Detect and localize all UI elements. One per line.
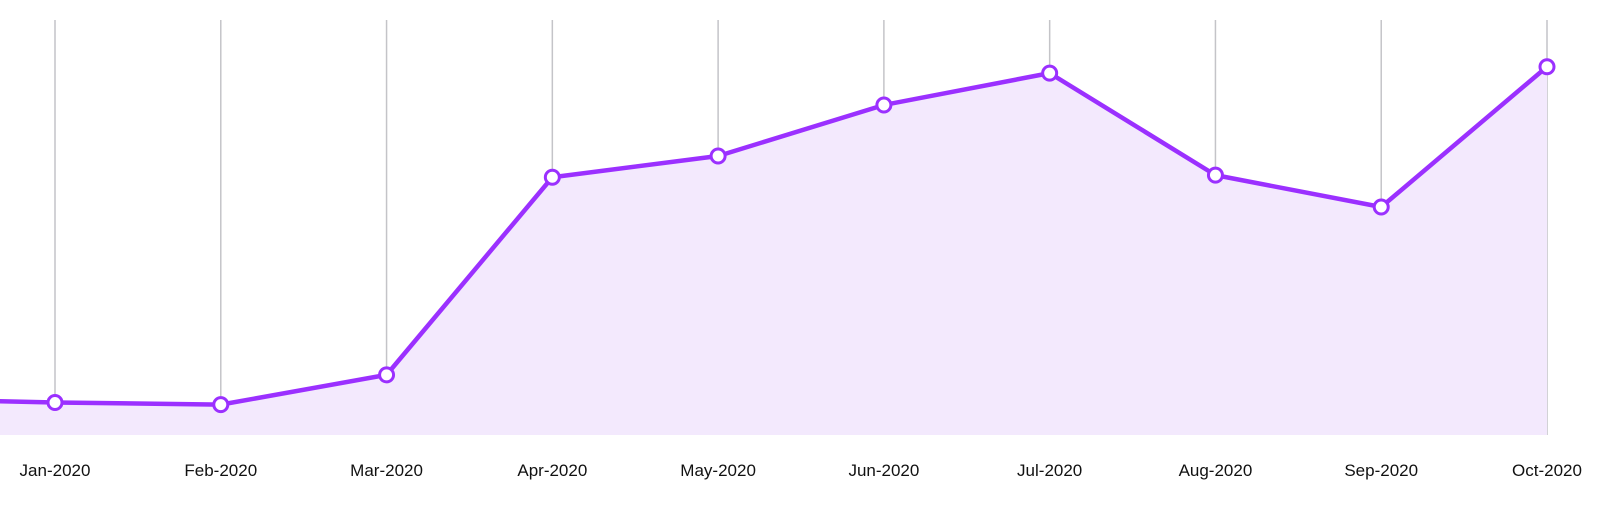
data-point[interactable]	[543, 168, 561, 186]
x-tick-label: Apr-2020	[517, 461, 587, 480]
data-point[interactable]	[1041, 64, 1059, 82]
x-tick-label: Oct-2020	[1512, 461, 1582, 480]
x-tick-label: Jan-2020	[20, 461, 91, 480]
x-tick-label: Aug-2020	[1179, 461, 1253, 480]
x-tick-label: Feb-2020	[184, 461, 257, 480]
x-tick-label: Jun-2020	[848, 461, 919, 480]
data-points	[46, 58, 1556, 414]
data-point[interactable]	[46, 394, 64, 411]
data-point[interactable]	[1538, 58, 1556, 76]
data-point[interactable]	[875, 96, 893, 114]
x-tick-label: Mar-2020	[350, 461, 423, 480]
x-tick-label: Sep-2020	[1344, 461, 1418, 480]
data-point[interactable]	[212, 396, 230, 414]
x-tick-label: May-2020	[680, 461, 756, 480]
data-point[interactable]	[1372, 198, 1390, 216]
data-point[interactable]	[378, 366, 396, 384]
x-axis-labels: Jan-2020 Feb-2020 Mar-2020 Apr-2020 May-2020…	[20, 461, 1582, 480]
area-fill	[0, 66, 1547, 435]
data-point[interactable]	[709, 147, 727, 165]
x-tick-label: Jul-2020	[1017, 461, 1082, 480]
data-point[interactable]	[1206, 166, 1224, 184]
